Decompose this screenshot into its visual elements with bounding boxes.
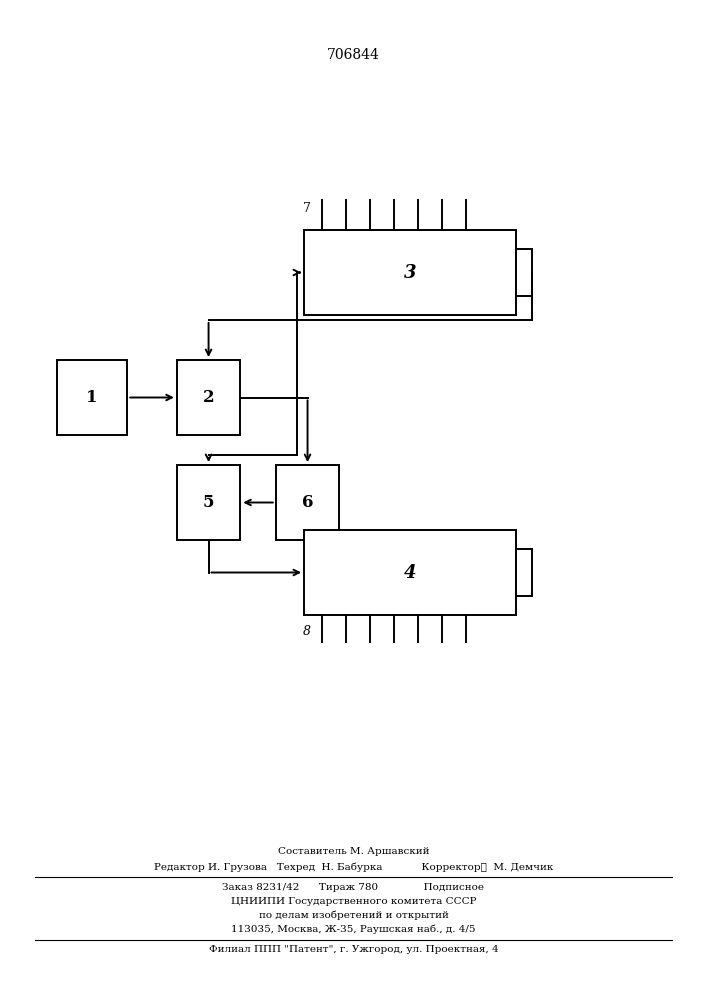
Text: 4: 4 bbox=[404, 564, 416, 582]
Bar bbox=[177, 360, 240, 435]
Text: 7: 7 bbox=[303, 202, 311, 215]
Bar bbox=[516, 249, 532, 296]
Text: 1: 1 bbox=[86, 389, 98, 406]
Bar bbox=[276, 465, 339, 540]
Text: Заказ 8231/42      Тираж 780              Подписное: Заказ 8231/42 Тираж 780 Подписное bbox=[223, 882, 484, 892]
Bar bbox=[304, 530, 516, 615]
Text: Филиал ППП "Патент", г. Ужгород, ул. Проектная, 4: Филиал ППП "Патент", г. Ужгород, ул. Про… bbox=[209, 946, 498, 954]
Bar bbox=[516, 549, 532, 596]
Text: 8: 8 bbox=[303, 625, 311, 638]
Text: 5: 5 bbox=[203, 494, 214, 511]
Text: Составитель М. Аршавский: Составитель М. Аршавский bbox=[278, 848, 429, 856]
Text: Редактор И. Грузова   Техред  Н. Бабурка            Корректор✓  М. Демчик: Редактор И. Грузова Техред Н. Бабурка Ко… bbox=[154, 862, 553, 872]
Text: 706844: 706844 bbox=[327, 48, 380, 62]
Text: 6: 6 bbox=[302, 494, 313, 511]
Text: 3: 3 bbox=[404, 263, 416, 282]
Bar bbox=[304, 230, 516, 315]
Text: ЦНИИПИ Государственного комитета СССР: ЦНИИПИ Государственного комитета СССР bbox=[230, 896, 477, 906]
Bar bbox=[57, 360, 127, 435]
Text: 2: 2 bbox=[203, 389, 214, 406]
Bar bbox=[177, 465, 240, 540]
Text: по делам изобретений и открытий: по делам изобретений и открытий bbox=[259, 910, 448, 920]
Text: 113035, Москва, Ж-35, Раушская наб., д. 4/5: 113035, Москва, Ж-35, Раушская наб., д. … bbox=[231, 924, 476, 934]
